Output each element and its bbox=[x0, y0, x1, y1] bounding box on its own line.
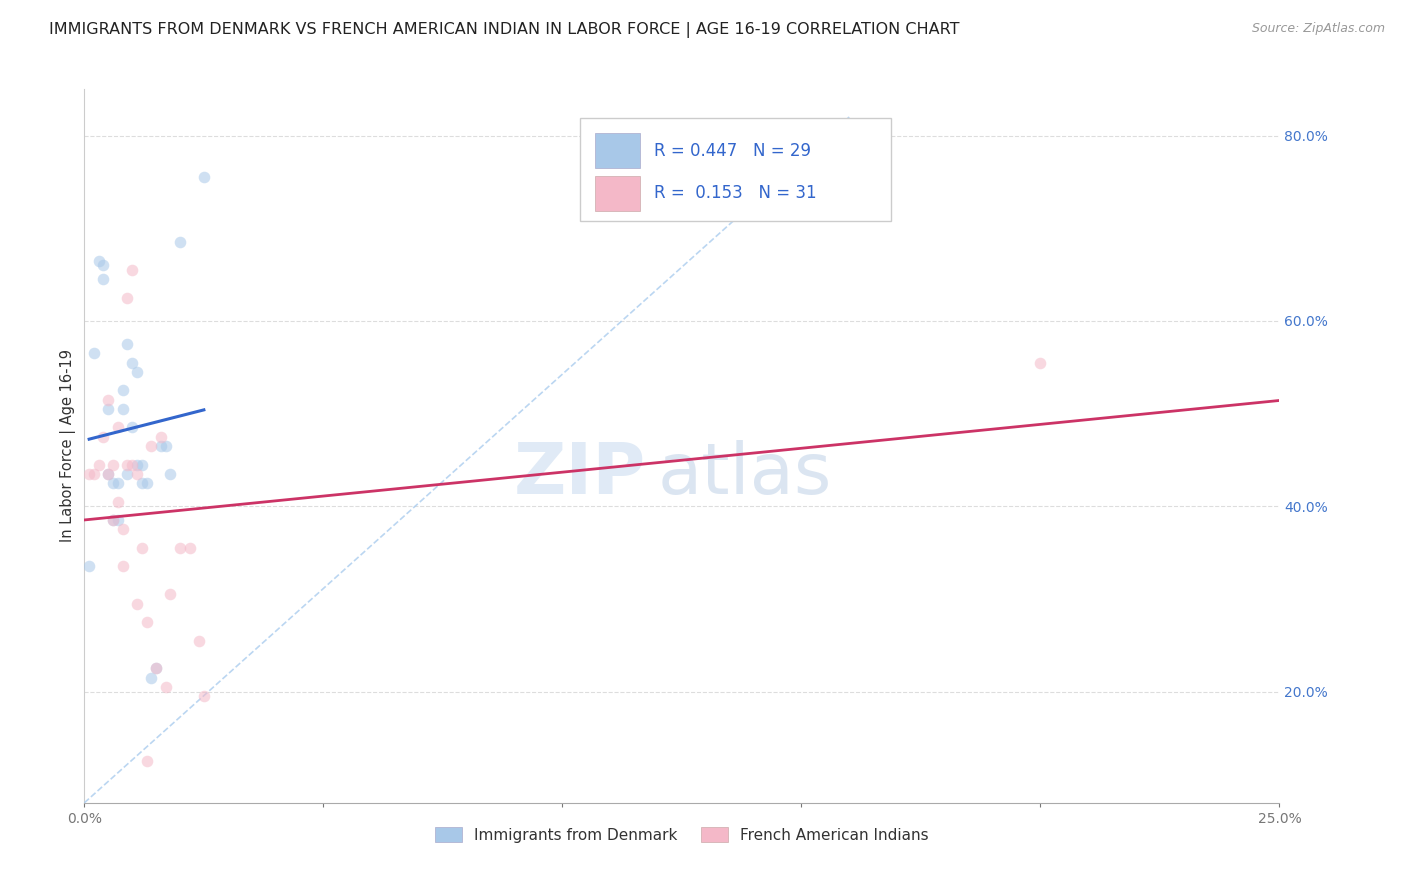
Point bbox=[93, 272, 115, 286]
Point bbox=[155, 680, 177, 694]
Point bbox=[111, 401, 134, 416]
Point bbox=[83, 346, 105, 360]
Point bbox=[159, 587, 181, 601]
Point bbox=[101, 513, 124, 527]
Point bbox=[125, 597, 148, 611]
Text: R =  0.153   N = 31: R = 0.153 N = 31 bbox=[654, 185, 817, 202]
Point bbox=[107, 420, 129, 434]
Point bbox=[131, 476, 153, 491]
Point bbox=[121, 420, 143, 434]
Point bbox=[188, 633, 211, 648]
Text: R = 0.447   N = 29: R = 0.447 N = 29 bbox=[654, 142, 811, 160]
Point bbox=[121, 263, 143, 277]
Point bbox=[97, 467, 120, 481]
Point bbox=[107, 513, 129, 527]
Point bbox=[135, 754, 157, 768]
Point bbox=[155, 439, 177, 453]
Point bbox=[101, 476, 124, 491]
Point bbox=[131, 458, 153, 472]
Text: atlas: atlas bbox=[658, 440, 832, 509]
FancyBboxPatch shape bbox=[581, 118, 891, 221]
Point bbox=[93, 258, 115, 272]
Point bbox=[131, 541, 153, 555]
Point bbox=[149, 439, 172, 453]
Point bbox=[111, 523, 134, 537]
Point bbox=[117, 458, 139, 472]
Point bbox=[169, 541, 191, 555]
Point bbox=[169, 235, 191, 249]
Point bbox=[135, 615, 157, 629]
Point bbox=[193, 690, 215, 704]
Point bbox=[97, 401, 120, 416]
Point bbox=[97, 392, 120, 407]
Point bbox=[141, 671, 163, 685]
Point bbox=[117, 467, 139, 481]
FancyBboxPatch shape bbox=[595, 134, 640, 168]
FancyBboxPatch shape bbox=[595, 177, 640, 211]
Point bbox=[107, 494, 129, 508]
Point bbox=[87, 458, 110, 472]
Point bbox=[149, 430, 172, 444]
Point bbox=[193, 170, 215, 185]
Point bbox=[125, 458, 148, 472]
Legend: Immigrants from Denmark, French American Indians: Immigrants from Denmark, French American… bbox=[429, 821, 935, 848]
Point bbox=[121, 458, 143, 472]
Point bbox=[121, 355, 143, 369]
Text: ZIP: ZIP bbox=[513, 440, 647, 509]
Point bbox=[83, 467, 105, 481]
Point bbox=[93, 430, 115, 444]
Point bbox=[141, 439, 163, 453]
Point bbox=[77, 559, 100, 574]
Point bbox=[179, 541, 201, 555]
Point bbox=[135, 476, 157, 491]
Point bbox=[111, 384, 134, 398]
Point bbox=[111, 559, 134, 574]
Point bbox=[87, 253, 110, 268]
Text: IMMIGRANTS FROM DENMARK VS FRENCH AMERICAN INDIAN IN LABOR FORCE | AGE 16-19 COR: IMMIGRANTS FROM DENMARK VS FRENCH AMERIC… bbox=[49, 22, 960, 38]
Point bbox=[145, 661, 167, 675]
Point bbox=[117, 337, 139, 351]
Point bbox=[101, 458, 124, 472]
Point bbox=[125, 365, 148, 379]
Point bbox=[97, 467, 120, 481]
Y-axis label: In Labor Force | Age 16-19: In Labor Force | Age 16-19 bbox=[60, 350, 76, 542]
Point bbox=[101, 513, 124, 527]
Point bbox=[107, 476, 129, 491]
Point bbox=[145, 661, 167, 675]
Point bbox=[1029, 355, 1052, 369]
Point bbox=[125, 467, 148, 481]
Point bbox=[77, 467, 100, 481]
Text: Source: ZipAtlas.com: Source: ZipAtlas.com bbox=[1251, 22, 1385, 36]
Point bbox=[117, 291, 139, 305]
Point bbox=[159, 467, 181, 481]
